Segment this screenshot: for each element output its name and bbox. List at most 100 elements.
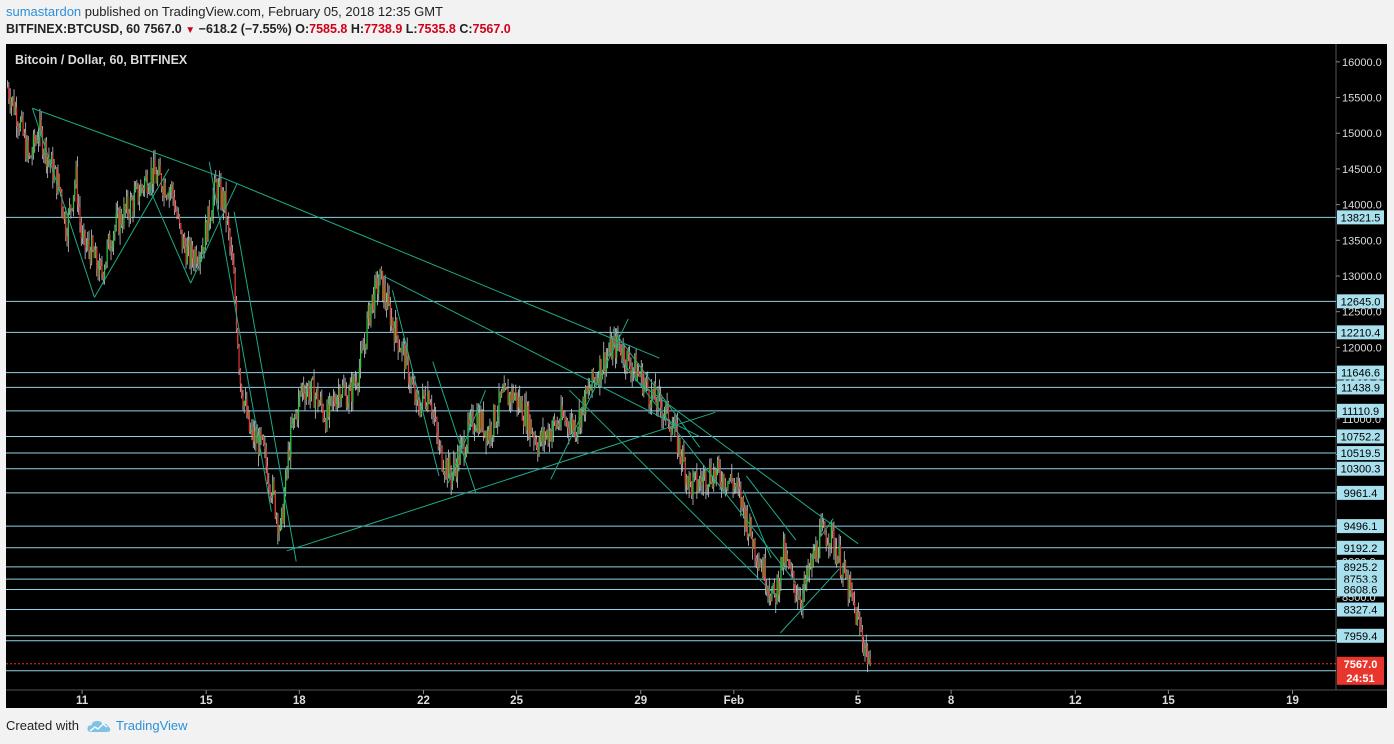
candle-body (45, 141, 47, 167)
candle-body (394, 319, 397, 343)
candle-body (575, 433, 578, 439)
candle-body (794, 584, 796, 596)
tradingview-link[interactable]: TradingView (87, 718, 188, 733)
level-label-box (1337, 294, 1384, 309)
candle-body (489, 425, 491, 441)
candle-body (349, 382, 351, 391)
trendline (432, 361, 477, 494)
candle-body (159, 165, 161, 175)
candle-body (102, 273, 104, 279)
candle-body (680, 456, 682, 465)
candle-body (638, 370, 640, 374)
candle-body (230, 246, 232, 252)
candle-body (720, 481, 723, 488)
candle-body (513, 395, 516, 400)
price-change: −618.2 (−7.55%) (198, 22, 292, 36)
candle-body (9, 98, 11, 107)
trendline (391, 290, 440, 476)
candle-body (291, 423, 293, 426)
candle-body (635, 355, 637, 381)
trendline (382, 275, 700, 438)
candle-body (450, 473, 452, 485)
candle-body (26, 140, 28, 160)
candle-body (343, 385, 345, 388)
candle-body (684, 460, 686, 484)
candle-body (169, 190, 172, 192)
candle-body (422, 390, 424, 403)
high-label: H: (350, 22, 365, 36)
candle-body (100, 260, 102, 267)
candle-body (188, 240, 190, 246)
candle-body (43, 153, 45, 156)
candle-body (603, 352, 605, 371)
candle-body (851, 590, 853, 593)
candle-body (590, 388, 592, 391)
candle-body (405, 347, 407, 370)
candle-body (451, 473, 454, 485)
level-label: 10300.3 (1341, 464, 1381, 476)
candle-body (151, 167, 153, 185)
candle-body (808, 566, 810, 577)
candle-body (775, 593, 777, 603)
candle-body (348, 390, 350, 404)
candle-body (709, 466, 711, 485)
countdown-label: 24:51 (1346, 673, 1374, 685)
candle-body (541, 432, 543, 442)
candle-body (248, 411, 250, 433)
candle-body (490, 425, 492, 438)
candle-body (52, 154, 54, 181)
candle-body (388, 293, 390, 304)
candle-body (138, 195, 141, 202)
price-chart[interactable]: 16000.0 15500.0 15000.0 14500.0 14000.0 13500… (6, 44, 1387, 708)
level-label: 12645.0 (1341, 296, 1381, 308)
trendline (745, 475, 797, 541)
candle-body (409, 383, 411, 385)
candle-body (793, 572, 795, 585)
candle-body (431, 404, 433, 414)
candle-body (56, 167, 58, 194)
candle-body (204, 222, 207, 251)
candle-body (241, 384, 243, 397)
level-label-box (1337, 446, 1384, 461)
candle-body (81, 235, 84, 238)
candle-body (325, 420, 327, 430)
candle-body (868, 658, 870, 664)
candle-body (416, 391, 419, 400)
candle-body (93, 249, 95, 258)
candle-body (140, 185, 142, 196)
candle-body (736, 481, 738, 487)
candle-body (67, 212, 69, 242)
candle-body (186, 245, 188, 264)
candle-body (807, 567, 809, 577)
candle-body (213, 178, 216, 196)
candle-body (253, 431, 256, 442)
level-label-box (1337, 582, 1384, 597)
candle-body (28, 154, 31, 157)
candle-body (742, 497, 745, 508)
author-link[interactable]: sumastardon (6, 4, 82, 19)
candle-body (463, 439, 465, 458)
y-tick-label: 15500.0 (1342, 93, 1382, 105)
candle-body (706, 488, 708, 490)
chart-area[interactable]: 16000.0 15500.0 15000.0 14500.0 14000.0 13500… (6, 44, 1387, 708)
candle-body (17, 126, 19, 128)
candle-body (407, 356, 410, 384)
candle-body (675, 420, 677, 423)
candle-body (683, 449, 685, 461)
candle-body (833, 530, 835, 554)
candle-body (806, 567, 808, 585)
candle-body (705, 471, 707, 490)
open-label: O: (295, 22, 310, 36)
candle-body (476, 413, 478, 429)
candle-body (338, 388, 340, 398)
level-label-box (1337, 429, 1384, 444)
candle-body (433, 411, 435, 418)
created-with-label: Created with (6, 718, 79, 733)
candle-body (47, 157, 49, 167)
candle-body (517, 396, 519, 408)
candle-body (142, 187, 144, 191)
candle-body (564, 416, 566, 422)
level-label: 10519.5 (1341, 448, 1381, 460)
candle-body (327, 404, 329, 417)
y-tick-label: 13000.0 (1342, 271, 1382, 283)
